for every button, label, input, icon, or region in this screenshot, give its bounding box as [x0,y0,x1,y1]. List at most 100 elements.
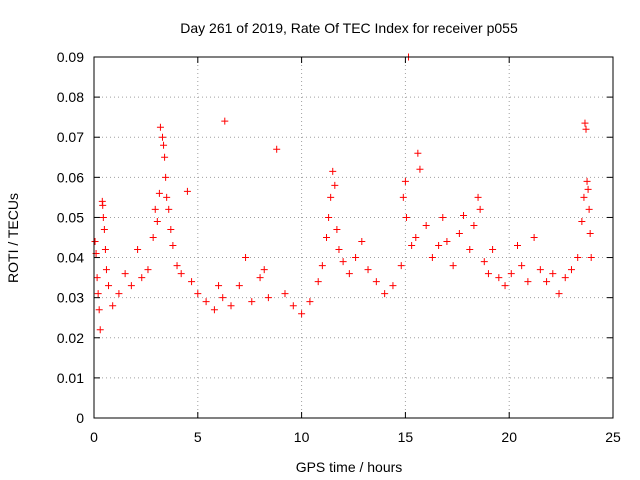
y-tick-label: 0.09 [57,49,84,65]
data-point [155,189,163,197]
data-point [574,254,582,262]
data-point [188,278,196,286]
data-point [115,290,123,298]
data-point [480,258,488,266]
data-point [325,213,333,221]
data-point [162,173,170,181]
data-point [153,217,161,225]
data-point [335,246,343,254]
data-point [561,274,569,282]
data-point [466,246,474,254]
data-point [102,266,110,274]
data-point [428,254,436,262]
y-tick-label: 0 [76,410,84,426]
data-point [449,262,457,270]
chart-title: Day 261 of 2019, Rate Of TEC Index for r… [180,20,518,36]
y-tick-label: 0.02 [57,330,84,346]
data-point [435,242,443,250]
data-point [183,187,191,195]
data-point [323,234,331,241]
data-point [543,278,551,286]
data-point [169,242,177,250]
data-point [100,225,108,233]
y-tick-label: 0.04 [57,250,84,266]
data-point [414,149,422,157]
data-point [314,278,322,286]
data-point [470,221,478,229]
data-point [95,306,103,314]
data-point [105,282,113,290]
data-point [495,274,503,282]
data-point [439,213,447,221]
data-point [327,193,335,201]
data-point [248,298,256,306]
data-point [581,119,589,127]
x-tick-label: 25 [605,429,621,445]
data-point [298,310,306,318]
x-tick-label: 20 [501,429,517,445]
data-point [578,217,586,225]
data-point [127,282,135,290]
data-point [331,181,339,189]
data-point [306,298,314,306]
data-point [159,133,167,141]
data-point [372,278,380,286]
data-point [210,306,218,314]
data-point [345,270,353,278]
data-point [138,274,146,282]
x-tick-label: 0 [90,429,98,445]
data-point [476,205,484,213]
data-point [227,302,235,310]
data-point [455,229,463,237]
data-point [524,278,532,286]
y-tick-label: 0.05 [57,209,84,225]
data-point [167,225,175,233]
data-point [260,266,268,274]
data-point [580,193,588,201]
data-point [94,290,102,298]
data-point [489,246,497,254]
data-point [397,262,405,270]
data-point [358,238,366,246]
data-point [165,205,173,213]
tick-labels: 0 5 10 15 20 25 0 0.01 0.02 0.03 0.04 0.05 0.06 0.07 0… [57,49,621,445]
data-point [144,266,152,274]
data-point [586,229,594,237]
y-tick-label: 0.08 [57,89,84,105]
data-point [96,326,104,334]
data-point [177,270,185,278]
x-tick-label: 5 [194,429,202,445]
data-point [329,167,337,175]
data-point [160,141,168,149]
data-point [484,270,492,278]
plot-frame [93,56,614,419]
data-point [514,242,522,250]
data-point [549,270,557,278]
data-point [364,266,372,274]
data-point [474,193,482,201]
data-point [402,213,410,221]
data-point [219,294,227,302]
data-point [584,185,592,193]
y-tick-label: 0.01 [57,370,84,386]
data-point [101,246,109,254]
data-point [412,234,420,241]
data-point [333,225,341,233]
y-tick-label: 0.03 [57,290,84,306]
data-point [582,125,590,133]
data-point [99,201,107,209]
data-point [273,145,281,153]
data-point [264,294,272,302]
data-point [389,282,397,290]
y-tick-label: 0.07 [57,129,84,145]
data-point [583,177,591,185]
data-point [151,205,159,213]
data-point [585,205,593,213]
data-point [163,193,171,201]
data-point [416,165,424,173]
data-point [555,290,563,298]
data-point [501,282,509,290]
data-point [289,302,297,310]
